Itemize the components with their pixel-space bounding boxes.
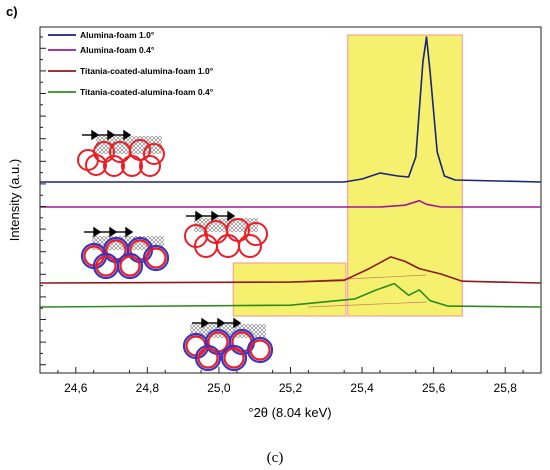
legend-label: Titania-coated-alumina-foam 1.0°: [80, 66, 214, 76]
figure-caption: (c): [267, 450, 284, 466]
series-lines: [39, 36, 542, 308]
titania-coated-particles-icon: [182, 317, 274, 372]
series-line-1: [40, 199, 541, 208]
beam-arrows-icon: [186, 210, 236, 222]
plot-frame: [39, 26, 542, 374]
legend-label: Titania-coated-alumina-foam 0.4°: [80, 87, 214, 97]
x-tick-label: 24,8: [136, 381, 160, 395]
highlight-regions: [232, 34, 463, 317]
beam-arrows-icon: [82, 129, 132, 141]
x-tick-label: 25,6: [422, 381, 446, 395]
series-line-2: [39, 256, 542, 284]
beam-arrows-icon: [192, 317, 242, 329]
alumina-foam-particles-icon: [184, 210, 268, 258]
x-tick-label: 25,4: [350, 381, 374, 395]
beam-arrows-icon: [84, 226, 134, 238]
baseline-guide: [308, 301, 427, 308]
series-line-0: [40, 36, 542, 183]
titania-coated-particles-icon: [80, 226, 170, 280]
y-axis-ticks: [40, 36, 46, 366]
highlight-region: [232, 262, 347, 317]
panel-label: c): [6, 4, 18, 19]
alumina-foam-particles-icon: [77, 129, 165, 177]
legend-label: Alumina-foam 0.4°: [80, 45, 155, 55]
x-tick-label: 25,0: [207, 381, 231, 395]
x-axis-ticks: 24,6 24,8 25,0 25,2 25,4 25,6 25,8: [57, 367, 524, 395]
x-axis-title: °2θ (8.04 keV): [248, 405, 331, 420]
baseline-guide: [308, 274, 427, 282]
x-tick-label: 24,6: [64, 381, 88, 395]
legend-label: Alumina-foam 1.0°: [80, 30, 155, 40]
legend: Alumina-foam 1.0° Alumina-foam 0.4° Tita…: [48, 30, 214, 97]
y-axis-title: Intensity (a.u.): [7, 159, 22, 241]
baseline-guides: [308, 274, 427, 308]
series-line-3: [39, 282, 542, 308]
x-tick-label: 25,2: [279, 381, 303, 395]
x-tick-label: 25,8: [494, 381, 518, 395]
